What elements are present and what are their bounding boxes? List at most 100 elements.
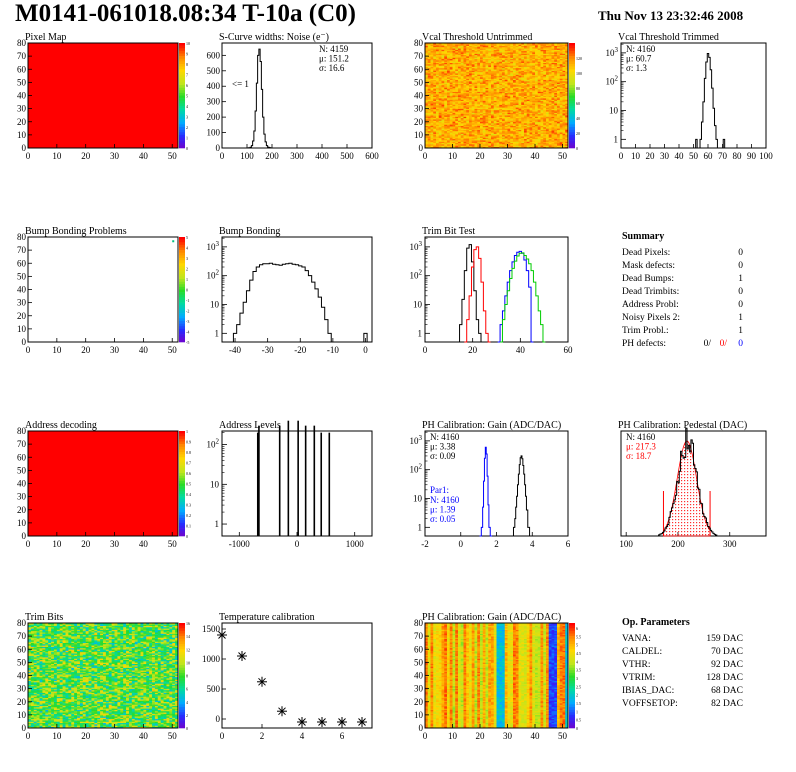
heatmap-cell (452, 79, 456, 82)
heatmap-cell (447, 138, 451, 141)
heatmap-cell (449, 67, 453, 70)
y-tick-label: 80 (17, 38, 27, 48)
heatmap-cell (502, 113, 506, 116)
y-tick-label: 20 (414, 117, 424, 127)
heatmap-cell (507, 141, 511, 144)
heatmap-cell (444, 82, 448, 84)
heatmap-cell (444, 64, 448, 66)
colorbar-segment (569, 90, 575, 94)
heatmap-cell (449, 130, 453, 133)
heatmap-cell (460, 43, 464, 45)
colorbar-segment (179, 129, 185, 133)
heatmap-cell (471, 107, 475, 109)
heatmap-cell (441, 136, 445, 138)
heatmap-cell (474, 74, 478, 77)
heatmap-cell (458, 45, 462, 48)
heatmap-cell (460, 141, 464, 144)
heatmap-cell (485, 98, 489, 100)
heatmap-cell (480, 111, 484, 113)
heatmap-cell (427, 117, 431, 120)
heatmap-cell (474, 67, 478, 70)
heatmap-cell (463, 141, 467, 144)
heatmap-cell (427, 43, 431, 45)
heatmap-cell (469, 132, 473, 134)
heatmap-cell (458, 120, 462, 123)
heatmap-cell (436, 48, 440, 50)
heatmap-cell (463, 70, 467, 73)
heatmap-cell (499, 129, 503, 132)
heatmap-cell (452, 86, 456, 88)
y-tick-label: 500 (207, 66, 221, 76)
heatmap-cell (430, 66, 434, 69)
heatmap-cell (502, 104, 506, 107)
heatmap-cell (466, 67, 470, 70)
heatmap-cell (427, 104, 431, 107)
heatmap-cell (436, 77, 440, 79)
heatmap-cell (425, 50, 429, 53)
heatmap-cell (433, 115, 437, 117)
heatmap-cell (510, 132, 514, 134)
heatmap-cell (482, 53, 486, 56)
heatmap-cell (427, 78, 431, 81)
heatmap-cell (447, 123, 451, 125)
colorbar-segment (179, 328, 185, 332)
heatmap-cell (510, 100, 514, 103)
heatmap-cell (491, 53, 495, 56)
heatmap-cell (493, 70, 497, 73)
heatmap-cell (441, 117, 445, 120)
heatmap-cell (493, 81, 497, 83)
heatmap-cell (496, 50, 500, 53)
heatmap-cell (452, 92, 456, 95)
heatmap-cell (491, 136, 495, 138)
heatmap-cell (447, 129, 451, 132)
colorbar-segment (179, 116, 185, 120)
heatmap-cell (444, 133, 448, 136)
heatmap-cell (458, 60, 462, 62)
colorbar-segment (179, 522, 185, 526)
heatmap-cell (444, 67, 448, 70)
colorbar-segment (179, 53, 185, 57)
heatmap-cell (444, 127, 448, 129)
heatmap-cell (455, 140, 459, 142)
heatmap-cell (504, 137, 508, 140)
colorbar-segment (179, 436, 185, 440)
heatmap-cell (430, 134, 434, 137)
heatmap-cell (474, 123, 478, 125)
heatmap-cell (482, 146, 486, 149)
heatmap-cell (474, 57, 478, 60)
panel-title: S-Curve widths: Noise (e⁻) (219, 32, 329, 43)
x-tick-label: 20 (476, 151, 486, 161)
heatmap-cell (441, 45, 445, 48)
x-tick-label: 0 (459, 539, 464, 549)
heatmap-cell (493, 49, 497, 52)
heatmap-cell (425, 133, 429, 136)
heatmap-cell (507, 86, 511, 88)
heatmap-cell (425, 52, 429, 54)
heatmap-cell (502, 53, 506, 56)
heatmap-cell (425, 146, 429, 149)
heatmap-cell (482, 79, 486, 82)
heatmap-cell (433, 100, 437, 103)
heatmap-cell (477, 57, 481, 60)
heatmap-cell (471, 117, 475, 120)
heatmap-cell (485, 49, 489, 52)
histogram-series (457, 244, 484, 343)
heatmap-cell (485, 87, 489, 90)
colorbar-segment (179, 494, 185, 497)
y-tick-label: 20 (17, 505, 27, 515)
heatmap-cell (499, 73, 503, 75)
colorbar-segment (179, 449, 185, 453)
heatmap-cell (493, 48, 497, 50)
heatmap-cell (502, 132, 506, 134)
heatmap-cell (499, 43, 503, 45)
heatmap-cell (480, 82, 484, 84)
heatmap-cell (444, 99, 448, 102)
heatmap-cell (485, 54, 489, 57)
heatmap-cell (488, 121, 492, 124)
x-tick-label: 30 (110, 345, 120, 355)
heatmap-cell (425, 117, 429, 120)
heatmap-cell (482, 77, 486, 79)
heatmap-cell (471, 64, 475, 66)
heatmap-cell (425, 79, 429, 82)
